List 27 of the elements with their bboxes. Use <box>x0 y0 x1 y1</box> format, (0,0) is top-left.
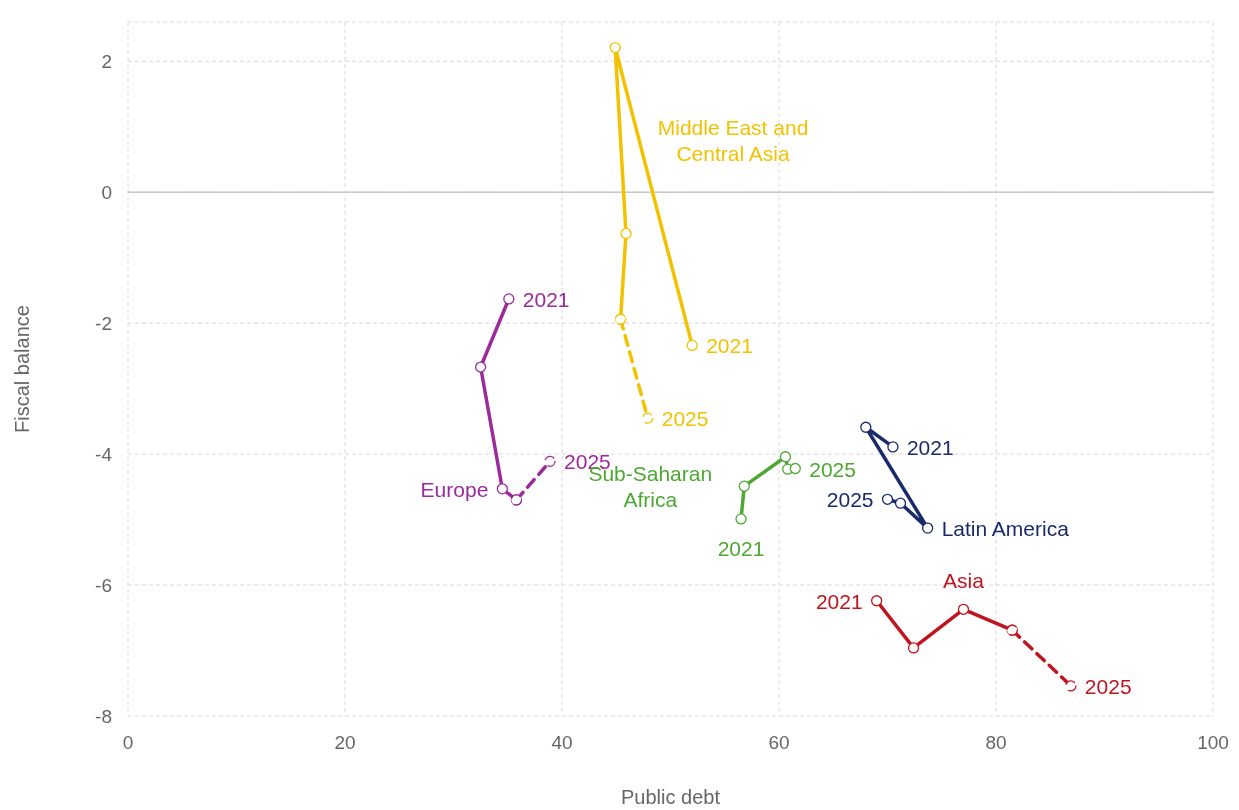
annotation: 2021 <box>522 287 570 311</box>
x-tick-label: 40 <box>551 732 573 754</box>
x-tick-label: 0 <box>122 732 134 754</box>
annotation: Middle East and Central Asia <box>657 115 809 165</box>
y-axis-title: Fiscal balance <box>11 305 34 433</box>
annotation: 2025 <box>809 457 856 481</box>
annotation: 2021 <box>906 435 954 459</box>
y-tick-label: -4 <box>95 443 113 465</box>
annotation: Asia <box>943 568 985 592</box>
annotation: 2021 <box>717 536 765 560</box>
annotation: 2025 <box>661 406 709 430</box>
annotation: Latin America <box>941 516 1070 540</box>
y-tick-label: 0 <box>101 181 112 203</box>
annotation: 2025 <box>1084 674 1132 698</box>
annotation: Europe <box>420 477 489 501</box>
annotation: 2021 <box>706 333 753 357</box>
x-tick-label: 20 <box>334 732 356 754</box>
x-tick-label: 100 <box>1197 732 1229 754</box>
annotation: 2021 <box>815 589 863 613</box>
x-axis-title: Public debt <box>621 786 721 808</box>
annotation: 2025 <box>826 487 874 511</box>
y-tick-label: -8 <box>95 705 112 727</box>
y-tick-label: -6 <box>95 574 112 596</box>
y-tick-label: 2 <box>101 51 112 73</box>
x-tick-label: 60 <box>768 732 790 754</box>
y-tick-label: -2 <box>95 312 112 334</box>
x-tick-label: 80 <box>985 732 1007 754</box>
